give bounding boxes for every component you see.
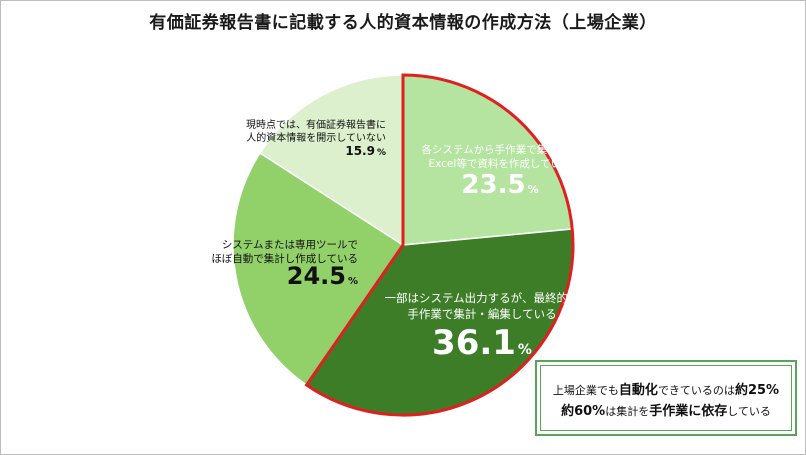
slice-value-label: 24.5% xyxy=(287,262,358,290)
slice-label-line: 一部はシステム出力するが、最終的に xyxy=(385,291,580,305)
slice-value-label: 15.9% xyxy=(345,144,386,158)
callout-emphasis: 手作業に依存 xyxy=(649,404,728,419)
callout-text: 上場企業でも xyxy=(552,384,619,397)
callout-emphasis: 約60% xyxy=(561,404,606,419)
callout-emphasis: 自動化 xyxy=(618,383,658,398)
callout-text: している xyxy=(727,405,771,418)
highlight-outline xyxy=(304,73,575,417)
chart-title: 有価証券報告書に記載する人的資本情報の作成方法（上場企業） xyxy=(149,13,657,33)
slice-label-line: ほぼ自動で集計し作成している xyxy=(211,252,358,265)
summary-callout: 上場企業でも自動化できているのは約25% 約60%は集計を手作業に依存している xyxy=(535,360,797,436)
slice-label-line: 各システムから手作業で集計し、 xyxy=(421,143,578,156)
slice-label-line: システムまたは専用ツールで xyxy=(222,239,358,251)
slice-label-line: Excel等で資料を作成している xyxy=(429,157,572,170)
slice-label-line: 現時点では、有価証券報告書に xyxy=(246,118,386,131)
callout-text: は集計を xyxy=(605,405,650,418)
slice-label-line: 手作業で集計・編集している xyxy=(407,307,556,321)
callout-text: できているのは xyxy=(657,384,735,397)
callout-line-1: 上場企業でも自動化できているのは約25% xyxy=(537,379,795,398)
slice-label-line: 人的資本情報を開示していない xyxy=(246,131,386,144)
pie-slice-3 xyxy=(232,151,405,387)
slice-value-label: 36.1% xyxy=(432,323,532,363)
pie-slice-4 xyxy=(259,74,404,247)
callout-line-2: 約60%は集計を手作業に依存している xyxy=(537,400,795,419)
callout-emphasis: 約25% xyxy=(734,383,780,398)
slice-value-label: 23.5% xyxy=(461,170,538,200)
callout-inner-border xyxy=(540,365,792,431)
